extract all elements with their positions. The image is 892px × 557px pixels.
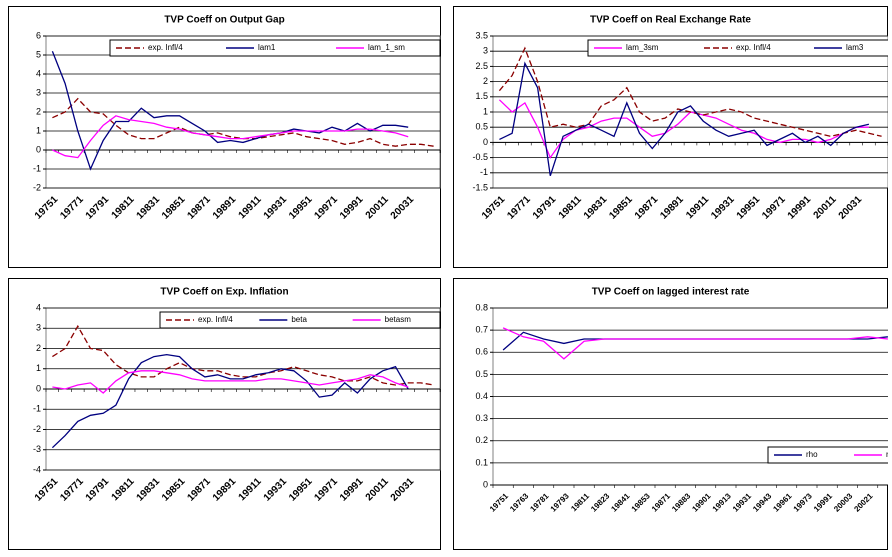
y-tick-label: 0.5 — [475, 122, 488, 132]
y-tick-label: 0.3 — [475, 413, 488, 423]
legend-label: lam1 — [258, 43, 276, 52]
legend-label: lam3 — [846, 43, 864, 52]
y-tick-label: -1 — [480, 167, 488, 177]
y-tick-label: 0.7 — [475, 325, 488, 335]
chart-panel: TVP Coeff on Real Exchange Rate -1.5 -1 -0.… — [454, 7, 892, 268]
y-tick-label: 0.8 — [475, 302, 488, 312]
y-tick-label: 6 — [36, 30, 41, 40]
y-tick-label: -1 — [33, 163, 41, 173]
y-tick-label: 0 — [483, 137, 488, 147]
y-tick-label: 3 — [36, 87, 41, 97]
legend-label: lam_1_sm — [368, 43, 405, 52]
legend-label: beta — [291, 315, 307, 324]
y-tick-label: 3 — [483, 46, 488, 56]
y-tick-label: 2.5 — [475, 61, 488, 71]
y-tick-label: 0 — [36, 144, 41, 154]
y-tick-label: 0 — [36, 383, 41, 393]
chart-panel: TVP Coeff on lagged interest rate 0 0.1 0.2… — [454, 279, 892, 550]
legend-label: lam_3sm — [626, 43, 659, 52]
y-tick-label: 4 — [36, 302, 41, 312]
legend-label: betasm — [385, 315, 412, 324]
y-tick-label: 0 — [483, 479, 488, 489]
y-tick-label: -1 — [33, 404, 41, 414]
legend-label: rho — [806, 450, 818, 459]
y-tick-label: 0.2 — [475, 435, 488, 445]
legend-label: rhot_sm — [886, 450, 892, 459]
y-tick-label: 3 — [36, 323, 41, 333]
y-tick-label: -4 — [33, 464, 41, 474]
y-tick-label: 1.5 — [475, 91, 488, 101]
y-tick-label: -2 — [33, 182, 41, 192]
y-tick-label: 0.1 — [475, 457, 488, 467]
y-tick-label: 5 — [36, 49, 41, 59]
chart-title: TVP Coeff on lagged interest rate — [592, 287, 750, 298]
y-tick-label: 2 — [483, 76, 488, 86]
y-tick-label: -3 — [33, 444, 41, 454]
y-tick-label: -2 — [33, 424, 41, 434]
legend-label: exp. Infl/4 — [736, 43, 771, 52]
chart-title: TVP Coeff on Output Gap — [164, 15, 284, 26]
chart-panel: TVP Coeff on Output Gap-2-10123456197511… — [9, 7, 441, 268]
y-tick-label: -0.5 — [472, 152, 488, 162]
y-tick-label: 0.6 — [475, 347, 488, 357]
y-tick-label: 1 — [483, 106, 488, 116]
y-tick-label: 3.5 — [475, 30, 488, 40]
y-tick-label: 2 — [36, 343, 41, 353]
y-tick-label: 0.4 — [475, 391, 488, 401]
chart-title: TVP Coeff on Exp. Inflation — [160, 287, 288, 298]
legend-label: exp. Infl/4 — [148, 43, 183, 52]
y-tick-label: 0.5 — [475, 369, 488, 379]
chart-title: TVP Coeff on Real Exchange Rate — [590, 15, 751, 26]
y-tick-label: 4 — [36, 68, 41, 78]
y-tick-label: 2 — [36, 106, 41, 116]
y-tick-label: 1 — [36, 363, 41, 373]
legend-label: exp. Infl/4 — [198, 315, 233, 324]
y-tick-label: -1.5 — [472, 182, 488, 192]
y-tick-label: 1 — [36, 125, 41, 135]
chart-panel: TVP Coeff on Exp. Inflation -4 -3 -2 -1 0 1 2 3 4… — [9, 279, 441, 550]
